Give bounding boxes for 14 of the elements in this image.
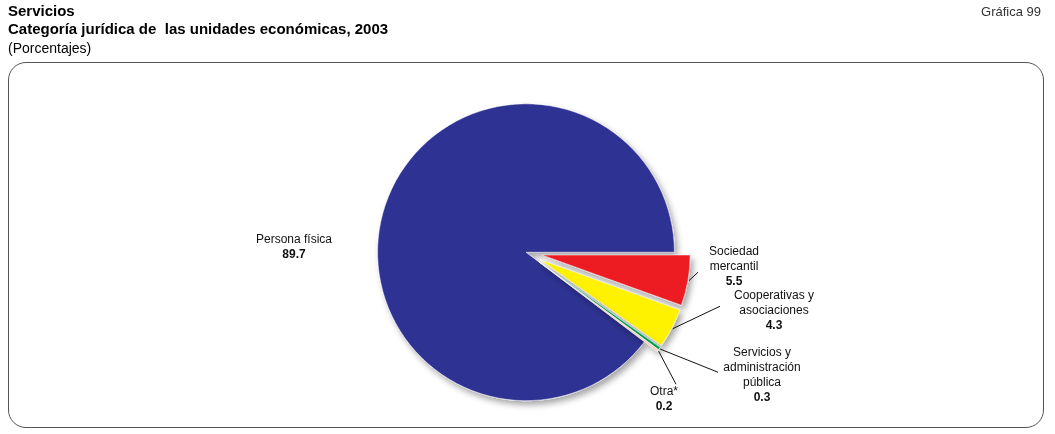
data-label: 0.3 xyxy=(753,389,771,404)
slice-label: Servicios y administración pública xyxy=(723,344,801,389)
slice-label: Sociedad mercantil xyxy=(708,244,760,274)
chart-subtitle: Categoría jurídica de las unidades económicas, 2003 xyxy=(8,20,389,38)
text: (Porcentajes) xyxy=(8,40,92,56)
text: Servicios xyxy=(8,2,75,20)
data-label: 0.2 xyxy=(655,398,673,413)
data-label: 5.5 xyxy=(725,274,743,289)
slice-label: Persona física xyxy=(255,231,333,246)
slice-label: Otra* xyxy=(649,383,679,398)
data-label: 4.3 xyxy=(765,318,783,333)
data-label: 89.7 xyxy=(282,246,306,261)
text: Gráfica 99 xyxy=(981,4,1041,19)
slice-label: Cooperativas y asociaciones xyxy=(733,288,815,318)
